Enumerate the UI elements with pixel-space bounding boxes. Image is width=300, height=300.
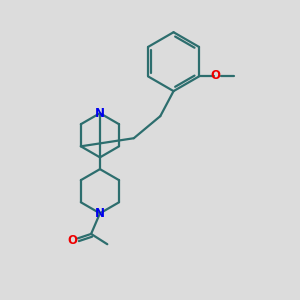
- Text: O: O: [211, 69, 221, 82]
- Text: O: O: [68, 234, 78, 247]
- Text: N: N: [95, 207, 105, 220]
- Text: N: N: [95, 107, 105, 120]
